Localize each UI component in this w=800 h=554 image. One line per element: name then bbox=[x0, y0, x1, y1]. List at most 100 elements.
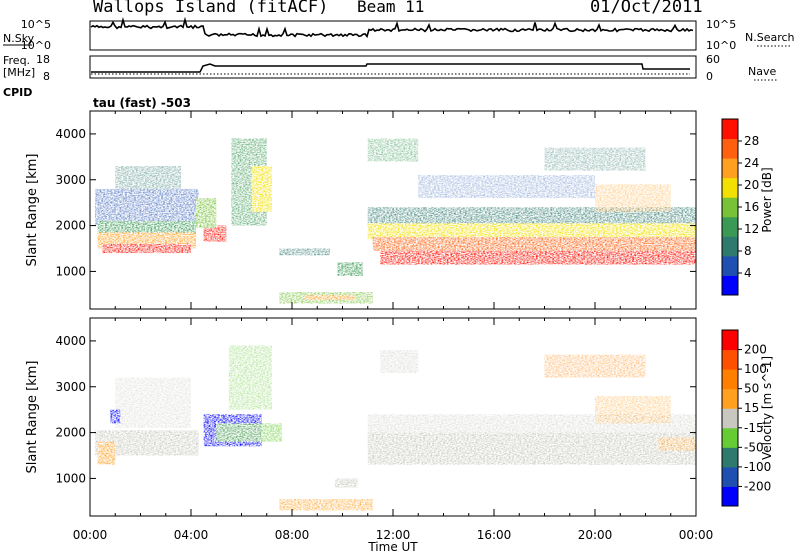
colorbar-swatch bbox=[722, 486, 738, 507]
velocity-heatmap bbox=[95, 345, 696, 511]
colorbar-swatch bbox=[722, 427, 738, 448]
beam-label: Beam 11 bbox=[357, 0, 425, 16]
y-tick-label: 4000 bbox=[55, 334, 86, 348]
heatmap-cell-group bbox=[228, 345, 272, 410]
heatmap-cell-group bbox=[115, 377, 191, 428]
freq-unit: [MHz] bbox=[3, 66, 35, 79]
noise-sky-line bbox=[90, 16, 694, 39]
colorbar-swatch bbox=[722, 369, 738, 390]
velocity-colorbar-label: Velocity [m s^-1] bbox=[760, 356, 774, 460]
colorbar-tick: 20 bbox=[744, 178, 759, 192]
colorbar-swatch bbox=[722, 275, 738, 296]
freq-label: Freq. bbox=[3, 54, 30, 67]
y-tick-label: 4000 bbox=[55, 127, 86, 141]
colorbar-swatch bbox=[722, 138, 738, 159]
heatmap-cell-group bbox=[380, 250, 696, 265]
colorbar-swatch bbox=[722, 216, 738, 237]
power-colorbar-label: Power [dB] bbox=[760, 167, 774, 232]
heatmap-cell-group bbox=[196, 198, 217, 228]
heatmap-cell-group bbox=[97, 441, 116, 465]
freq-line bbox=[91, 63, 690, 73]
heatmap-cell-group bbox=[544, 354, 646, 378]
power-heatmap bbox=[95, 138, 696, 304]
heatmap-cell-group bbox=[418, 175, 595, 199]
colorbar-tick: 100 bbox=[744, 362, 767, 376]
heatmap-cell-group bbox=[334, 478, 358, 488]
colorbar-tick: 16 bbox=[744, 200, 759, 214]
colorbar-tick: 50 bbox=[744, 382, 759, 396]
heatmap-cell-group bbox=[372, 237, 696, 251]
colorbar-tick: -100 bbox=[744, 460, 771, 474]
colorbar-swatch bbox=[722, 158, 738, 179]
colorbar-tick: 4 bbox=[744, 266, 752, 280]
colorbar-tick: 28 bbox=[744, 134, 759, 148]
heatmap-cell-group bbox=[97, 221, 197, 235]
power-colorbar: 4 8 12 16 20 24 28 bbox=[721, 118, 759, 296]
colorbar-tick: 8 bbox=[744, 244, 752, 258]
heatmap-cell-group bbox=[658, 437, 696, 451]
noise-panel: N.Sky 10^5 10^0 10^5 10^0 N.Search bbox=[3, 16, 795, 52]
heatmap-cell-group bbox=[95, 188, 199, 226]
nave-label: Nave bbox=[748, 65, 776, 78]
plot-title: Wallops Island (fitACF) bbox=[93, 0, 329, 17]
heatmap-cell-group bbox=[203, 225, 227, 242]
nsearch-tick-bottom: 10^0 bbox=[706, 39, 736, 52]
colorbar-tick: 200 bbox=[744, 343, 767, 357]
colorbar-tick: 15 bbox=[744, 401, 759, 415]
nave-tick-bottom: 0 bbox=[706, 70, 713, 83]
nsky-label: N.Sky bbox=[3, 32, 35, 45]
colorbar-tick: -200 bbox=[744, 479, 771, 493]
nave-tick-top: 60 bbox=[706, 53, 720, 66]
heatmap-cell-group bbox=[304, 295, 356, 300]
colorbar-swatch bbox=[722, 177, 738, 198]
heatmap-cell-group bbox=[110, 409, 121, 424]
nsearch-label: N.Search bbox=[745, 31, 795, 44]
y-tick-label: 2000 bbox=[55, 426, 86, 440]
heatmap-cell-group bbox=[337, 262, 363, 276]
colorbar-swatch bbox=[722, 408, 738, 429]
nsky-tick-top: 10^5 bbox=[21, 18, 51, 31]
heatmap-cell-group bbox=[102, 243, 191, 254]
velocity-ylabel: Slant Range [km] bbox=[25, 361, 40, 474]
heatmap-cell-group bbox=[544, 147, 646, 171]
heatmap-cell-group bbox=[380, 350, 419, 373]
x-tick-label: 08:00 bbox=[275, 528, 310, 542]
cpid-label: CPID bbox=[3, 86, 32, 99]
y-tick-label: 2000 bbox=[55, 219, 86, 233]
colorbar-swatch bbox=[722, 119, 738, 140]
colorbar-swatch bbox=[722, 197, 738, 218]
colorbar-swatch bbox=[722, 466, 738, 487]
heatmap-cell-group bbox=[595, 184, 671, 212]
y-tick-label: 1000 bbox=[55, 264, 86, 278]
colorbar-tick: 12 bbox=[744, 222, 759, 236]
y-tick-label: 1000 bbox=[55, 471, 86, 485]
colorbar-tick: 24 bbox=[744, 156, 759, 170]
heatmap-cell-group bbox=[367, 432, 696, 465]
heatmap-cell-group bbox=[367, 138, 419, 162]
power-ylabel: Slant Range [km] bbox=[25, 154, 40, 267]
heatmap-cell-group bbox=[115, 166, 181, 189]
x-tick-label: 04:00 bbox=[174, 528, 209, 542]
x-tick-label: 00:00 bbox=[679, 528, 714, 542]
heatmap-cell-group bbox=[279, 499, 373, 511]
y-tick-label: 3000 bbox=[55, 380, 86, 394]
x-tick-label: 20:00 bbox=[578, 528, 613, 542]
date-label: 01/Oct/2011 bbox=[590, 0, 703, 17]
y-tick-label: 3000 bbox=[55, 173, 86, 187]
colorbar-swatch bbox=[722, 236, 738, 257]
colorbar-swatch bbox=[722, 388, 738, 409]
power-panel: 1000 2000 3000 4000 Slant Range [km] bbox=[25, 110, 697, 310]
colorbar-swatch bbox=[722, 255, 738, 276]
colorbar-swatch bbox=[722, 447, 738, 468]
colorbar-swatch bbox=[722, 330, 738, 351]
heatmap-cell-group bbox=[216, 423, 282, 442]
cpid-value: tau (fast) -503 bbox=[93, 96, 191, 110]
velocity-colorbar: -200 -100 -50 -15 15 50 100 200 bbox=[721, 329, 771, 507]
colorbar-tick: -50 bbox=[744, 440, 764, 454]
colorbar-tick: -15 bbox=[744, 421, 764, 435]
velocity-panel: 1000 2000 3000 4000 00:00 04:00 08:00 12:00 16:0… bbox=[25, 317, 714, 554]
colorbar-swatch bbox=[722, 349, 738, 370]
x-tick-label: 12:00 bbox=[376, 528, 411, 542]
heatmap-cell-group bbox=[367, 223, 696, 240]
